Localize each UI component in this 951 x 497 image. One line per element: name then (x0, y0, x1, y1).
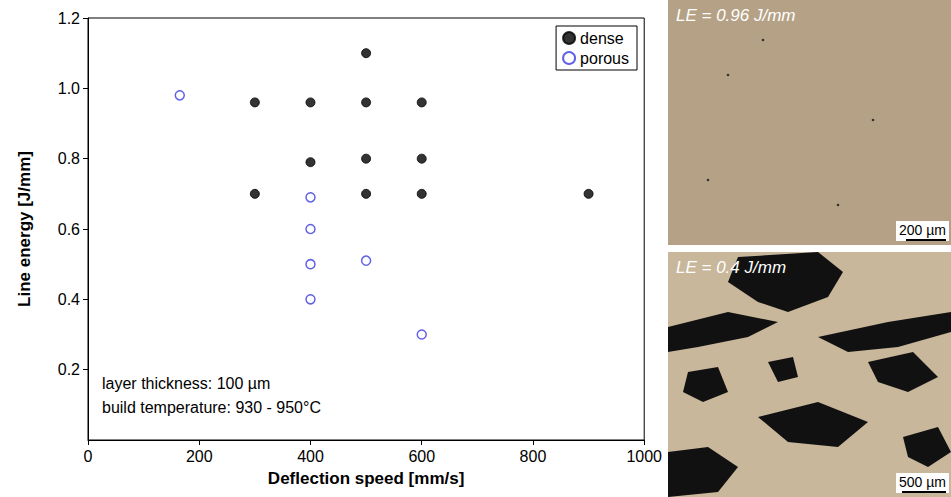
svg-text:600: 600 (408, 448, 435, 465)
svg-text:1.0: 1.0 (58, 80, 80, 97)
html-text:500 µm: 500 µm (899, 474, 946, 490)
svg-text:0.2: 0.2 (58, 361, 80, 378)
svg-text:800: 800 (520, 448, 547, 465)
svg-text:200: 200 (186, 448, 213, 465)
html-text:200 µm: 200 µm (899, 222, 946, 238)
svg-text:layer thickness: 100 µm: layer thickness: 100 µm (102, 375, 270, 392)
svg-text:1.2: 1.2 (58, 10, 80, 27)
svg-text:1000: 1000 (626, 448, 662, 465)
svg-text:build temperature: 930 - 950°C: build temperature: 930 - 950°C (102, 399, 321, 416)
svg-text:porous: porous (580, 50, 629, 67)
svg-text:0.6: 0.6 (58, 221, 80, 238)
svg-text:Deflection speed [mm/s]: Deflection speed [mm/s] (268, 469, 465, 488)
svg-text:dense: dense (580, 30, 624, 47)
svg-text:0: 0 (84, 448, 93, 465)
html-text:LE = 0.4 J/mm: LE = 0.4 J/mm (676, 258, 787, 277)
svg-text:Line energy [J/mm]: Line energy [J/mm] (15, 151, 34, 307)
svg-text:0.4: 0.4 (58, 291, 80, 308)
svg-text:400: 400 (297, 448, 324, 465)
html-text:LE = 0.96 J/mm: LE = 0.96 J/mm (676, 6, 796, 25)
svg-text:0.8: 0.8 (58, 150, 80, 167)
